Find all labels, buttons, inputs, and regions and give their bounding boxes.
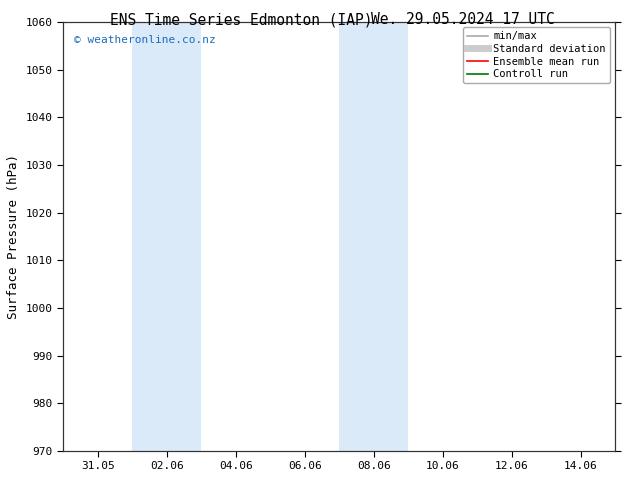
- Text: We. 29.05.2024 17 UTC: We. 29.05.2024 17 UTC: [371, 12, 555, 27]
- Bar: [339, 22, 408, 451]
- Text: © weatheronline.co.nz: © weatheronline.co.nz: [74, 35, 216, 45]
- Legend: min/max, Standard deviation, Ensemble mean run, Controll run: min/max, Standard deviation, Ensemble me…: [463, 27, 610, 83]
- Y-axis label: Surface Pressure (hPa): Surface Pressure (hPa): [8, 154, 20, 319]
- Bar: [133, 22, 202, 451]
- Text: ENS Time Series Edmonton (IAP): ENS Time Series Edmonton (IAP): [110, 12, 372, 27]
